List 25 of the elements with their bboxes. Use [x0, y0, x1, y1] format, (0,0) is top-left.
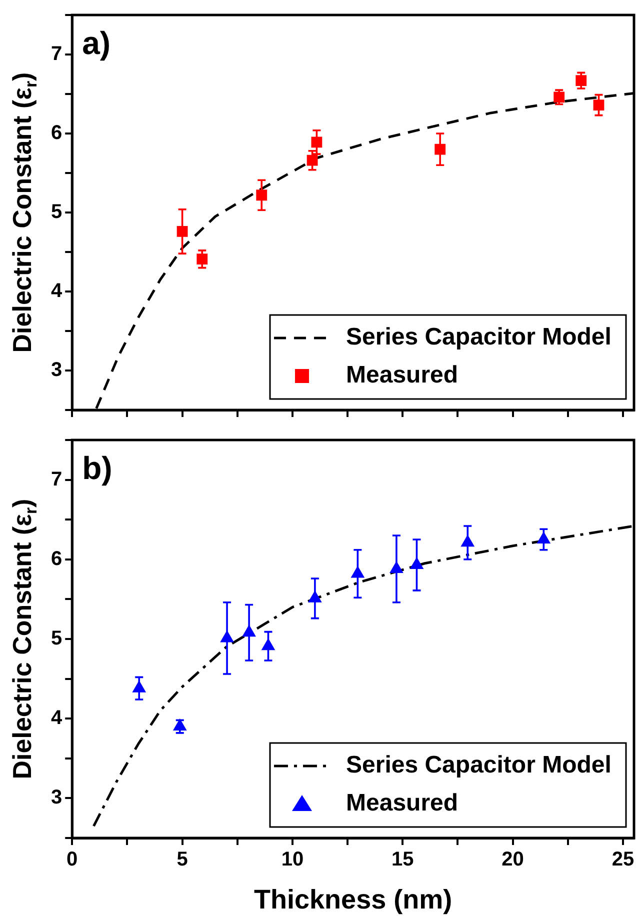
legend-label: Measured [346, 790, 458, 817]
y-tick-label: 3 [51, 786, 62, 809]
x-tick-label: 10 [281, 848, 304, 871]
x-tick-label: 20 [502, 848, 524, 871]
y-tick-label: 5 [51, 628, 62, 650]
y-tick-label: 5 [51, 201, 62, 224]
legend-label: Measured [346, 362, 458, 389]
x-axis-title: Thickness (nm) [254, 884, 452, 914]
y-tick-label: 4 [51, 280, 63, 302]
y-tick-label: 3 [51, 359, 62, 382]
annotation: a) [82, 24, 111, 61]
legend-label: Series Capacitor Model [346, 752, 612, 779]
x-tick-label: 25 [612, 848, 634, 871]
y-tick-label: 7 [51, 43, 62, 66]
y-tick-label: 6 [51, 548, 62, 570]
y-axis-title: Dielectric Constant (εr) [7, 498, 40, 780]
annotation: b) [82, 450, 112, 486]
y-tick-label: 6 [51, 122, 62, 144]
x-tick-label: 15 [392, 848, 414, 871]
y-tick-label: 4 [51, 707, 63, 730]
x-tick-label: 5 [176, 848, 188, 871]
x-tick-label: 0 [66, 848, 78, 871]
y-axis-title: Dielectric Constant (εr) [7, 72, 40, 353]
y-tick-label: 7 [51, 468, 62, 490]
legend-label: Series Capacitor Model [346, 324, 612, 351]
